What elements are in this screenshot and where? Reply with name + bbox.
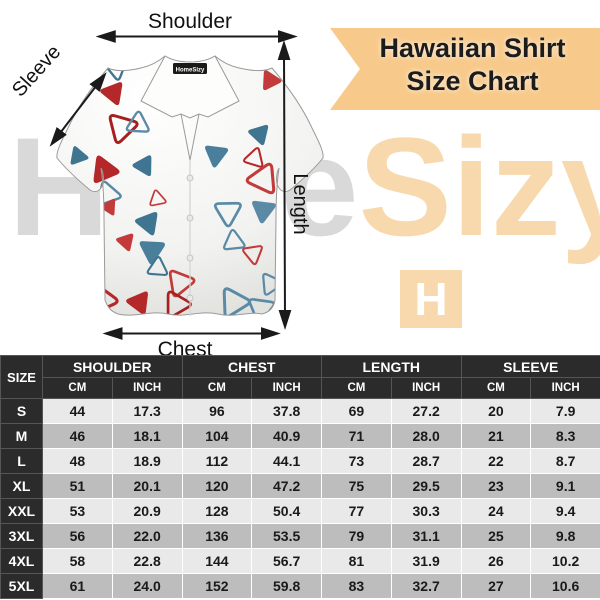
svg-text:HomeSizy: HomeSizy — [176, 68, 205, 74]
